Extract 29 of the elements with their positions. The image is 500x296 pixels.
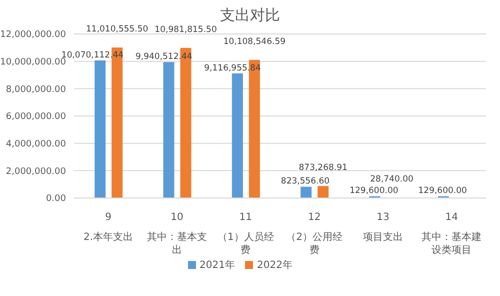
x-tick-label: 13 项目支出 — [363, 212, 403, 243]
x-tick-label: 14 其中：基本建设类项目 — [422, 212, 482, 256]
data-label: 28,740.00 — [370, 174, 414, 185]
y-tick-label: 6,000,000.00 — [6, 112, 66, 122]
legend-label: 2022年 — [257, 260, 292, 271]
data-label: 873,268.91 — [298, 163, 348, 174]
data-label: 10,108,546.59 — [223, 36, 286, 47]
bar — [163, 62, 174, 198]
data-label: 823,556.60 — [280, 176, 330, 187]
bar — [300, 186, 312, 198]
bar — [318, 186, 329, 198]
data-label: 129,600.00 — [350, 186, 398, 196]
legend-label: 2021年 — [200, 260, 235, 271]
y-tick-label: 10,000,000.00 — [0, 58, 66, 68]
y-tick-label: 12,000,000.00 — [0, 30, 66, 40]
y-tick-label: 8,000,000.00 — [6, 84, 66, 95]
data-label: 129,600.00 — [418, 186, 467, 196]
x-tick-label: 11 （1）人员经费 — [217, 212, 274, 256]
x-tick-label: 10 其中：基本支出 — [147, 212, 207, 256]
y-tick-label: 4,000,000.00 — [6, 140, 66, 150]
data-label: 11,010,555.50 — [86, 24, 148, 35]
bar — [232, 73, 243, 198]
y-tick-label: 2,000,000.00 — [6, 166, 66, 177]
x-tick-label: 12 （2）公用经费 — [286, 212, 343, 256]
bar — [94, 60, 106, 198]
data-label: 10,981,815.50 — [154, 24, 217, 35]
x-tick-label: 9 2.本年支出 — [84, 212, 134, 243]
chart-title: 支出对比 — [219, 6, 281, 25]
y-tick-label: 0.00 — [46, 194, 66, 204]
